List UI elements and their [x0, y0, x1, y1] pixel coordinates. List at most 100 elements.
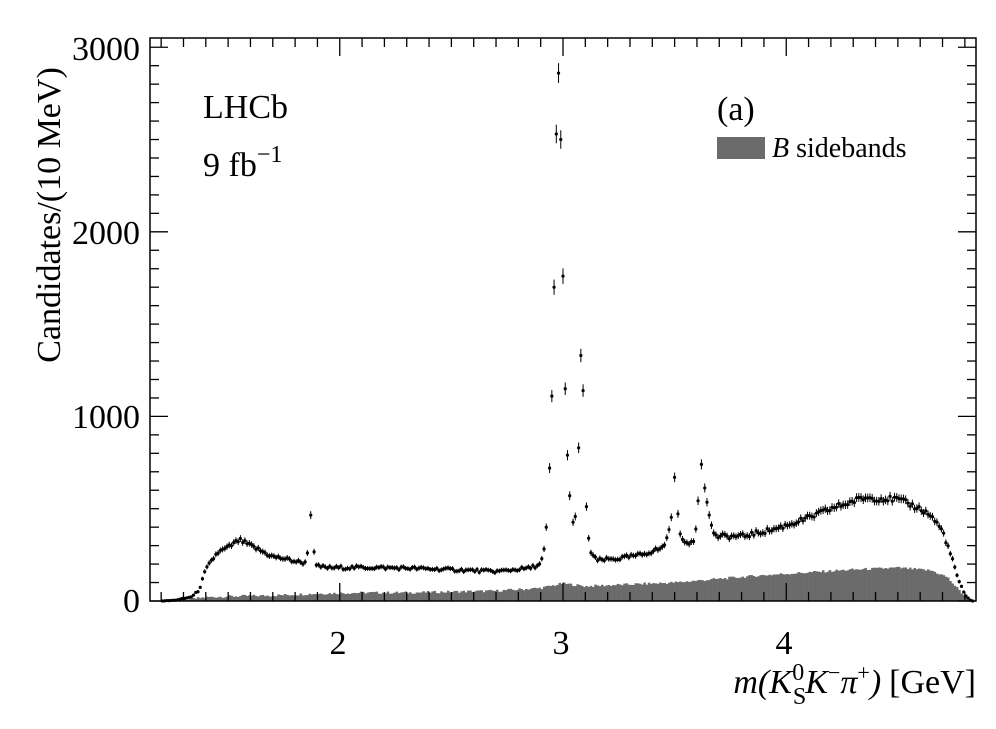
data-point [559, 130, 562, 148]
sideband-bin [279, 595, 282, 601]
data-point [205, 564, 208, 569]
sideband-bin [509, 589, 512, 601]
sideband-bin [284, 594, 287, 601]
sideband-bin [880, 568, 883, 601]
data-point [676, 510, 679, 518]
data-point [577, 442, 580, 453]
sideband-bin [646, 585, 649, 601]
sideband-bin [532, 588, 535, 601]
sideband-bin [505, 590, 508, 601]
data-point [931, 513, 934, 521]
sideband-bin [478, 591, 481, 602]
data-point [960, 585, 963, 588]
y-tick-label-3000: 3000 [72, 31, 140, 68]
data-point [545, 524, 548, 531]
legend-label-italic: B [772, 133, 789, 164]
sideband-bin [768, 575, 771, 601]
sideband-bin [244, 595, 247, 601]
sideband-bin [242, 595, 245, 601]
sideband-bin [722, 579, 725, 601]
sideband-bin [947, 578, 950, 602]
data-point [542, 546, 545, 552]
sideband-bin [387, 592, 390, 601]
sideband-bin [523, 590, 526, 601]
sideband-bin [782, 574, 785, 601]
data-point [703, 483, 706, 492]
data-point [935, 518, 938, 526]
sideband-bin [659, 583, 662, 601]
sideband-bin [525, 589, 528, 601]
sideband-bin [436, 593, 439, 601]
sideband-bin [367, 593, 370, 601]
sideband-bin [306, 595, 309, 601]
sideband-bin [255, 596, 258, 601]
x-axis-title-pre: m(K [733, 664, 794, 701]
sideband-bin [771, 575, 774, 601]
sideband-bin [438, 593, 441, 601]
sideband-bin [456, 591, 459, 601]
x-axis-title-sup2: − [828, 660, 840, 685]
data-point [566, 450, 569, 460]
sideband-bin [567, 584, 570, 601]
sideband-bin [802, 573, 805, 601]
sideband-bin [730, 577, 733, 601]
data-point [942, 530, 945, 537]
sideband-bin [724, 578, 727, 601]
x-axis-title-sub: S [793, 684, 806, 710]
sideband-bin [554, 586, 557, 601]
sideband-bin [543, 587, 546, 601]
sideband-bin [364, 594, 367, 601]
data-point [199, 586, 202, 589]
sideband-bin [869, 570, 872, 601]
sideband-bin [681, 582, 684, 601]
data-point [579, 349, 582, 362]
x-axis-title-sup3: + [857, 660, 869, 685]
sideband-bin [661, 583, 664, 601]
data-point [564, 382, 567, 395]
sideband-bin [637, 583, 640, 601]
sideband-bin [612, 585, 615, 601]
legend-label-rest: sidebands [789, 133, 906, 164]
luminosity-label: 9 fb−1 [203, 142, 282, 184]
sideband-bin [552, 585, 555, 601]
sideband-bin [545, 586, 548, 601]
data-point [540, 556, 543, 562]
sideband-bin [931, 571, 934, 601]
data-point [561, 268, 564, 283]
sideband-bin [744, 578, 747, 601]
data-point [548, 463, 551, 473]
sideband-bin [634, 583, 637, 601]
sideband-bin [259, 595, 262, 601]
experiment-label: LHCb [203, 89, 288, 126]
sideband-bin [565, 584, 568, 601]
data-point [574, 513, 577, 521]
data-point [585, 502, 588, 510]
sideband-bin [467, 591, 470, 601]
sideband-bin [907, 569, 910, 601]
data-point [895, 493, 898, 502]
x-axis-title-post: ) [868, 664, 881, 701]
sideband-bin [447, 591, 450, 601]
sideband-bin [639, 584, 642, 601]
sideband-bin [507, 589, 510, 601]
sideband-bin [916, 569, 919, 601]
sideband-bin [492, 591, 495, 601]
sideband-bin [355, 593, 358, 601]
data-point [888, 492, 891, 501]
sideband-bin [391, 594, 394, 601]
sideband-bin [797, 572, 800, 601]
sideband-bin [905, 567, 908, 601]
sideband-bin [396, 592, 399, 601]
sideband-bin [626, 583, 629, 601]
x-tick-label-2: 2 [330, 625, 347, 662]
sideband-bin [860, 570, 863, 601]
x-axis-title-units: [GeV] [889, 664, 976, 701]
sideband-bin [911, 569, 914, 601]
sideband-bin [925, 571, 928, 601]
sideband-bin [735, 578, 738, 601]
data-point [853, 498, 856, 507]
sideband-bin [434, 591, 437, 601]
sideband-bin [889, 568, 892, 601]
sideband-bin [358, 593, 361, 601]
